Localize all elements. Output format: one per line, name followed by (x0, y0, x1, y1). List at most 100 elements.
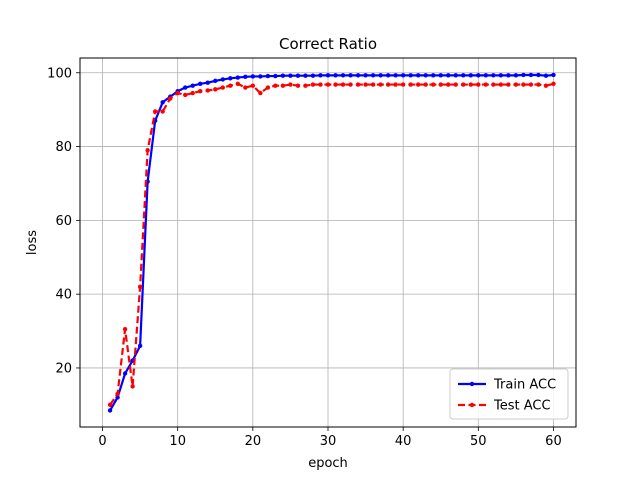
x-tick-label: 40 (395, 434, 412, 449)
legend-box (449, 368, 569, 420)
data-point (183, 85, 188, 90)
data-point (498, 82, 504, 87)
x-tick-label: 20 (245, 434, 262, 449)
legend-label: Test ACC (493, 399, 551, 414)
data-point (273, 83, 278, 88)
data-point (453, 73, 458, 78)
data-point (122, 371, 128, 376)
data-point (446, 82, 451, 87)
y-tick-label: 100 (47, 66, 72, 81)
y-axis-label: loss (25, 230, 40, 255)
legend-label: Train ACC (493, 378, 556, 393)
data-point (513, 82, 519, 87)
data-point (183, 92, 188, 98)
data-point (137, 343, 143, 349)
data-point (220, 77, 225, 82)
data-point (476, 82, 481, 87)
data-point (543, 83, 549, 88)
data-point (378, 73, 383, 78)
data-point (431, 73, 436, 78)
data-point (340, 73, 346, 78)
data-point (483, 73, 489, 78)
data-point (318, 82, 323, 87)
data-point (408, 73, 413, 78)
data-point (461, 82, 466, 87)
data-point (205, 80, 210, 85)
data-point (243, 74, 248, 80)
data-point (453, 82, 458, 87)
plot-series (107, 72, 556, 413)
data-point (521, 72, 526, 78)
data-point (468, 73, 473, 78)
data-point (536, 82, 541, 87)
data-point (415, 73, 421, 78)
data-point (348, 73, 353, 78)
data-point (130, 384, 135, 389)
data-point (363, 73, 368, 78)
data-point (536, 72, 541, 78)
x-axis-label: epoch (308, 456, 348, 471)
data-point (385, 73, 391, 78)
legend: Train ACC Test ACC (449, 368, 569, 420)
x-tick-label: 50 (470, 434, 487, 449)
legend-marker (469, 402, 475, 408)
data-point (310, 82, 316, 87)
data-point (363, 82, 368, 87)
data-point (318, 73, 323, 78)
data-point (506, 73, 511, 78)
data-point (370, 82, 376, 87)
grid-lines (80, 58, 576, 427)
data-point (190, 90, 195, 96)
data-point (145, 148, 150, 153)
data-point (400, 82, 406, 87)
data-point (280, 73, 286, 78)
y-axis: 20 40 60 80 100 (47, 66, 80, 376)
data-point (250, 74, 256, 79)
data-point (122, 327, 128, 332)
data-point (265, 85, 271, 90)
data-point (107, 402, 113, 408)
data-point (528, 82, 534, 87)
data-point (175, 90, 180, 96)
data-point (378, 82, 383, 87)
data-point (325, 73, 331, 78)
data-point (205, 88, 210, 93)
data-point (265, 73, 271, 79)
data-point (348, 82, 353, 87)
data-point (258, 74, 263, 79)
data-point (446, 73, 451, 78)
data-point (115, 391, 120, 396)
data-point (258, 90, 263, 96)
data-point (295, 73, 301, 78)
data-point (461, 73, 466, 78)
data-point (303, 73, 308, 78)
data-point (250, 83, 256, 88)
data-point (408, 82, 413, 87)
data-point (431, 82, 436, 87)
data-point (491, 82, 496, 87)
data-point (325, 82, 331, 87)
data-point (370, 73, 376, 78)
data-point (415, 82, 421, 87)
data-point (498, 73, 504, 78)
data-point (393, 82, 398, 87)
data-point (476, 73, 481, 78)
chart-title: Correct Ratio (279, 35, 377, 53)
data-point (235, 75, 241, 80)
data-point (190, 83, 195, 88)
data-point (468, 82, 473, 87)
data-point (152, 109, 158, 114)
y-tick-label: 80 (55, 140, 72, 155)
data-point (243, 85, 248, 90)
data-point (355, 73, 361, 78)
x-tick-label: 0 (98, 434, 106, 449)
data-point (333, 73, 338, 78)
data-point (551, 81, 556, 87)
data-point (235, 81, 241, 87)
data-point (220, 85, 225, 90)
data-point (438, 73, 443, 78)
data-point (213, 87, 218, 92)
data-point (228, 83, 233, 88)
data-point (355, 82, 361, 87)
